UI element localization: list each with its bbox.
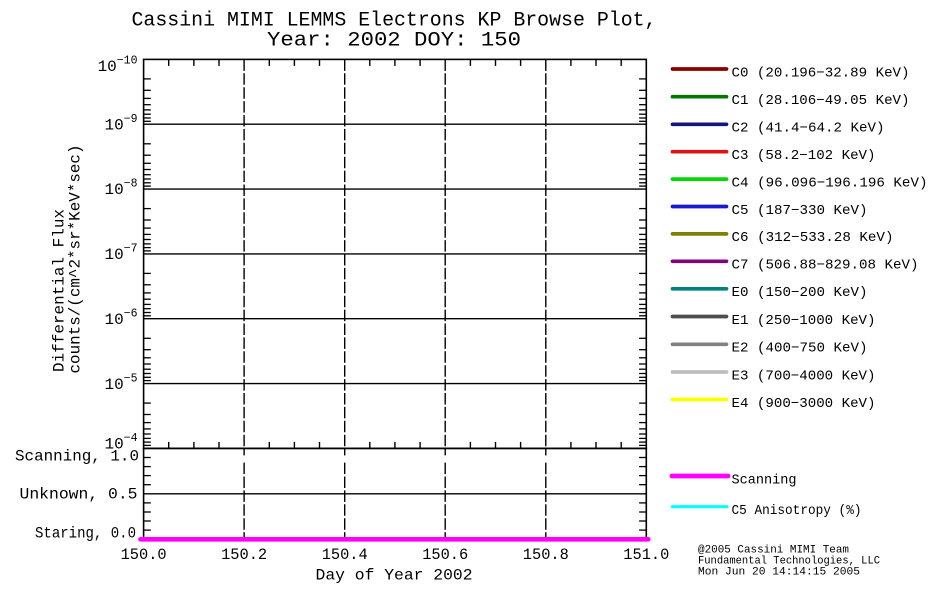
svg-text:@2005 Cassini MIMI Team: @2005 Cassini MIMI Team: [698, 545, 849, 557]
svg-text:C7 (506.88−829.08 KeV): C7 (506.88−829.08 KeV): [732, 258, 919, 274]
svg-text:C6 (312−533.28 KeV): C6 (312−533.28 KeV): [732, 230, 894, 246]
svg-text:Staring, 0.0: Staring, 0.0: [35, 525, 136, 543]
svg-text:C2 (41.4−64.2 KeV): C2 (41.4−64.2 KeV): [732, 121, 885, 137]
svg-text:150.4: 150.4: [322, 546, 368, 564]
svg-text:C3 (58.2−102 KeV): C3 (58.2−102 KeV): [732, 148, 876, 164]
svg-text:C4 (96.096−196.196 KeV): C4 (96.096−196.196 KeV): [732, 175, 928, 191]
svg-text:Day of Year 2002: Day of Year 2002: [316, 567, 473, 585]
svg-text:Unknown, 0.5: Unknown, 0.5: [20, 486, 138, 504]
svg-text:E3 (700−4000 KeV): E3 (700−4000 KeV): [732, 368, 876, 384]
svg-text:Year: 2002 DOY: 150: Year: 2002 DOY: 150: [267, 29, 521, 52]
svg-text:150.8: 150.8: [523, 546, 569, 564]
svg-text:Fundamental Technologies, LLC: Fundamental Technologies, LLC: [698, 556, 880, 568]
svg-text:Cassini MIMI LEMMS Electrons K: Cassini MIMI LEMMS Electrons KP Browse P…: [132, 9, 657, 32]
svg-text:150.0: 150.0: [121, 546, 167, 564]
svg-text:E4 (900−3000 KeV): E4 (900−3000 KeV): [732, 396, 876, 412]
svg-text:C5 Anisotropy (%): C5 Anisotropy (%): [732, 503, 862, 519]
svg-text:E0 (150−200 KeV): E0 (150−200 KeV): [732, 285, 868, 301]
svg-text:150.6: 150.6: [422, 546, 468, 564]
svg-text:151.0: 151.0: [623, 546, 669, 564]
svg-text:E1 (250−1000 KeV): E1 (250−1000 KeV): [732, 313, 876, 329]
svg-text:C0 (20.196−32.89 KeV): C0 (20.196−32.89 KeV): [732, 65, 910, 81]
svg-text:C1 (28.106−49.05 KeV): C1 (28.106−49.05 KeV): [732, 93, 910, 109]
svg-text:150.2: 150.2: [221, 546, 267, 564]
svg-text:counts/(cm^2*sr*KeV*sec): counts/(cm^2*sr*KeV*sec): [67, 145, 85, 374]
svg-text:Scanning, 1.0: Scanning, 1.0: [15, 448, 139, 466]
svg-text:C5 (187−330 KeV): C5 (187−330 KeV): [732, 203, 868, 219]
svg-text:Differential Flux: Differential Flux: [51, 209, 69, 372]
svg-text:E2 (400−750 KeV): E2 (400−750 KeV): [732, 341, 868, 357]
svg-text:Scanning: Scanning: [732, 472, 797, 488]
svg-text:Mon Jun 20 14:14:15 2005: Mon Jun 20 14:14:15 2005: [698, 567, 860, 579]
